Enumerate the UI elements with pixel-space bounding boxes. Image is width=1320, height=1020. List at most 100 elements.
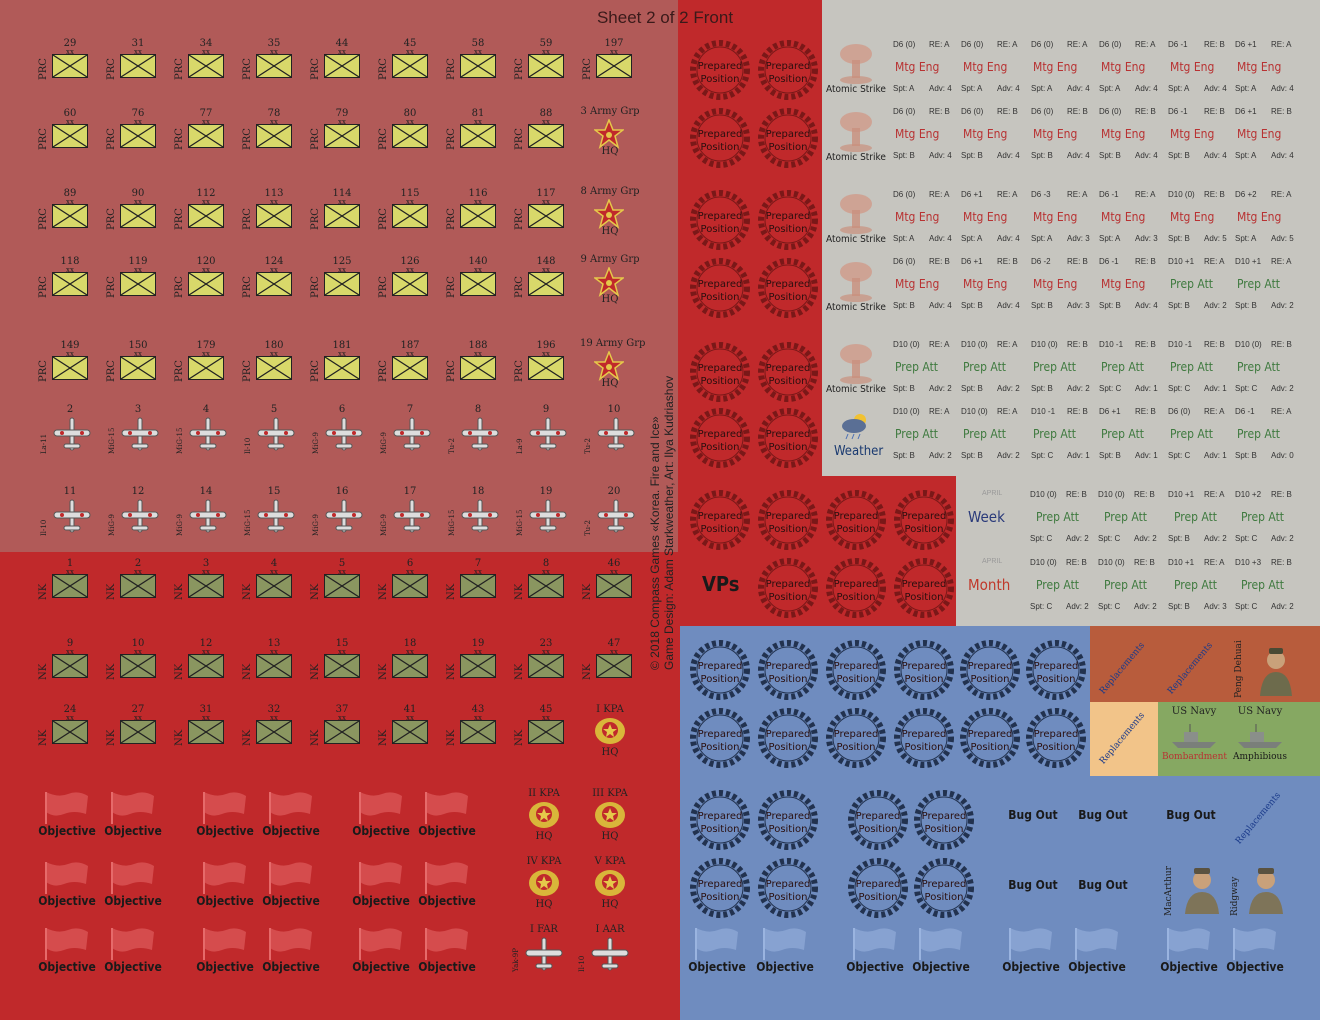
unit-counter[interactable]: 125 xx PRC [310,256,384,308]
month-counter[interactable]: APRIL Month [962,556,1022,616]
unit-counter[interactable]: 18 xx NK [378,638,452,690]
air-unit-counter[interactable]: 18 MiG-15 [448,486,520,546]
kpa-hq-counter[interactable]: III KPA HQ [590,788,654,844]
objective-counter[interactable]: Objective [684,926,754,976]
prepared-position-counter[interactable]: Prepared Position [756,856,820,920]
prepared-position-counter[interactable]: Prepared Position [892,706,956,770]
prepared-position-counter[interactable]: Prepared Position [912,856,976,920]
unit-counter[interactable]: 35 xx PRC [242,38,316,90]
objective-counter[interactable]: Objective [1064,926,1134,976]
objective-counter[interactable]: Objective [348,860,418,910]
result-counter[interactable]: D6 -1 RE: A Prep Att Spt: B Adv: 0 [1235,407,1301,463]
unit-counter[interactable]: 5 xx NK [310,558,384,610]
air-unit-counter[interactable]: 19 MiG-15 [516,486,588,546]
prepared-position-counter[interactable]: Prepared Position [756,706,820,770]
result-counter[interactable]: D10 +2 RE: B Prep Att Spt: C Adv: 2 [1235,490,1301,546]
prepared-position-counter[interactable]: Prepared Position [688,638,752,702]
prepared-position-counter[interactable]: Prepared Position [846,788,910,852]
unit-counter[interactable]: 7 xx NK [446,558,520,610]
unit-counter[interactable]: 78 xx PRC [242,108,316,160]
unit-counter[interactable]: 41 xx NK [378,704,452,756]
result-counter[interactable]: D6 +2 RE: A Mtg Eng Spt: A Adv: 5 [1235,190,1301,246]
objective-counter[interactable]: Objective [34,926,104,976]
kpa-hq-counter[interactable]: I KPA HQ [590,704,654,760]
unit-counter[interactable]: 15 xx NK [310,638,384,690]
prepared-position-counter[interactable]: Prepared Position [688,38,752,102]
unit-counter[interactable]: 149 xx PRC [38,340,112,392]
prepared-position-counter[interactable]: Prepared Position [756,38,820,102]
macarthur-portrait[interactable] [1182,866,1222,914]
prepared-position-counter[interactable]: Prepared Position [688,488,752,552]
result-counter[interactable]: D6 (0) RE: B Mtg Eng Spt: B Adv: 4 [893,107,959,163]
unit-counter[interactable]: 90 xx PRC [106,188,180,240]
unit-counter[interactable]: 19 xx NK [446,638,520,690]
unit-counter[interactable]: 6 xx NK [378,558,452,610]
unit-counter[interactable]: 27 xx NK [106,704,180,756]
unit-counter[interactable]: 126 xx PRC [378,256,452,308]
unit-counter[interactable]: 37 xx NK [310,704,384,756]
peng-dehuai-portrait[interactable] [1258,646,1294,696]
unit-counter[interactable]: 140 xx PRC [446,256,520,308]
result-counter[interactable]: D6 (0) RE: A Mtg Eng Spt: A Adv: 4 [893,190,959,246]
kpa-hq-counter[interactable]: V KPA HQ [590,856,654,912]
unit-counter[interactable]: 1 xx NK [38,558,112,610]
air-unit-counter[interactable]: 11 Il-10 [40,486,112,546]
prepared-position-counter[interactable]: Prepared Position [688,706,752,770]
result-counter[interactable]: D6 (0) RE: B Mtg Eng Spt: B Adv: 4 [1031,107,1097,163]
unit-counter[interactable]: 148 xx PRC [514,256,588,308]
unit-counter[interactable]: 58 xx PRC [446,38,520,90]
prepared-position-counter[interactable]: Prepared Position [958,638,1022,702]
prepared-position-counter[interactable]: Prepared Position [824,706,888,770]
prepared-position-counter[interactable]: Prepared Position [824,488,888,552]
objective-counter[interactable]: Objective [752,926,822,976]
result-counter[interactable]: D10 (0) RE: B Prep Att Spt: C Adv: 2 [1098,558,1164,614]
atomic-strike-counter[interactable]: Atomic Strike [826,342,886,402]
prepared-position-counter[interactable]: Prepared Position [892,556,956,620]
hq-counter[interactable]: 9 Army Grp HQ [580,254,650,310]
air-unit-counter[interactable]: 15 MiG-15 [244,486,316,546]
result-counter[interactable]: D6 -1 RE: B Mtg Eng Spt: B Adv: 4 [1168,107,1234,163]
unit-counter[interactable]: 44 xx PRC [310,38,384,90]
unit-counter[interactable]: 112 xx PRC [174,188,248,240]
week-counter[interactable]: APRIL Week [962,488,1022,548]
result-counter[interactable]: D6 (0) RE: A Mtg Eng Spt: A Adv: 4 [893,40,959,96]
result-counter[interactable]: D6 (0) RE: B Mtg Eng Spt: B Adv: 4 [961,107,1027,163]
prepared-position-counter[interactable]: Prepared Position [824,638,888,702]
unit-counter[interactable]: 2 xx NK [106,558,180,610]
unit-counter[interactable]: 29 xx PRC [38,38,112,90]
result-counter[interactable]: D6 (0) RE: A Mtg Eng Spt: A Adv: 4 [1031,40,1097,96]
prepared-position-counter[interactable]: Prepared Position [688,406,752,470]
objective-counter[interactable]: Objective [34,860,104,910]
prepared-position-counter[interactable]: Prepared Position [688,106,752,170]
objective-counter[interactable]: Objective [100,926,170,976]
objective-counter[interactable]: Objective [192,790,262,840]
air-unit-counter[interactable]: 12 MiG-9 [108,486,180,546]
unit-counter[interactable]: 150 xx PRC [106,340,180,392]
unit-counter[interactable]: 80 xx PRC [378,108,452,160]
unit-counter[interactable]: 60 xx PRC [38,108,112,160]
prepared-position-counter[interactable]: Prepared Position [756,256,820,320]
result-counter[interactable]: D10 +1 RE: A Prep Att Spt: B Adv: 2 [1235,257,1301,313]
objective-counter[interactable]: Objective [100,860,170,910]
unit-counter[interactable]: 10 xx NK [106,638,180,690]
objective-counter[interactable]: Objective [1222,926,1292,976]
unit-counter[interactable]: 12 xx NK [174,638,248,690]
result-counter[interactable]: D6 +1 RE: B Mtg Eng Spt: A Adv: 4 [1235,107,1301,163]
unit-counter[interactable]: 196 xx PRC [514,340,588,392]
objective-counter[interactable]: Objective [34,790,104,840]
result-counter[interactable]: D6 (0) RE: B Mtg Eng Spt: B Adv: 4 [893,257,959,313]
air-unit-counter[interactable]: 5 Il-10 [244,404,316,464]
result-counter[interactable]: D10 (0) RE: A Prep Att Spt: B Adv: 2 [893,340,959,396]
unit-counter[interactable]: 31 xx NK [174,704,248,756]
unit-counter[interactable]: 89 xx PRC [38,188,112,240]
result-counter[interactable]: D10 (0) RE: A Prep Att Spt: B Adv: 2 [961,407,1027,463]
bug-out-counter[interactable]: Bug Out [1166,808,1216,822]
objective-counter[interactable]: Objective [842,926,912,976]
air-unit-counter[interactable]: 20 Tu-2 [584,486,656,546]
unit-counter[interactable]: 43 xx NK [446,704,520,756]
result-counter[interactable]: D10 +1 RE: A Prep Att Spt: B Adv: 2 [1168,257,1234,313]
result-counter[interactable]: D10 +3 RE: B Prep Att Spt: C Adv: 2 [1235,558,1301,614]
unit-counter[interactable]: 180 xx PRC [242,340,316,392]
unit-counter[interactable]: 31 xx PRC [106,38,180,90]
prepared-position-counter[interactable]: Prepared Position [892,488,956,552]
